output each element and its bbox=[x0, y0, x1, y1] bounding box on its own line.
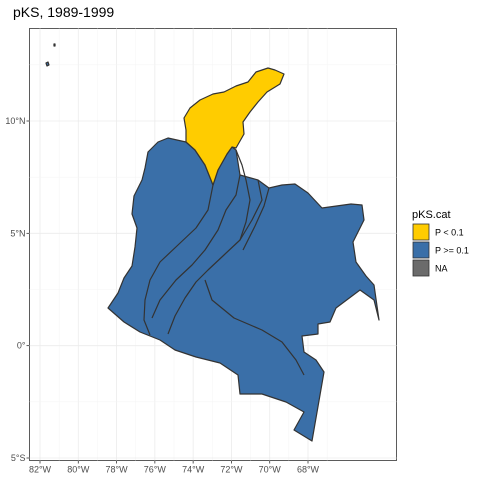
y-axis-labels: 5°S 0° 5°N 10°N bbox=[5, 116, 26, 463]
legend-label: P < 0.1 bbox=[435, 228, 464, 238]
x-tick-label: 72°W bbox=[220, 465, 243, 475]
axis-ticks bbox=[26, 120, 309, 464]
x-tick-label: 80°W bbox=[67, 465, 90, 475]
legend-label: P >= 0.1 bbox=[435, 246, 469, 256]
x-axis-labels: 82°W 80°W 78°W 76°W 74°W 72°W 70°W 68°W bbox=[29, 465, 320, 475]
legend-key bbox=[412, 259, 430, 277]
region-border-andes-central bbox=[151, 174, 241, 319]
x-tick-label: 78°W bbox=[106, 465, 129, 475]
region-border-amazonia bbox=[204, 279, 305, 376]
x-tick-label: 70°W bbox=[259, 465, 282, 475]
chart-title: pKS, 1989-1999 bbox=[13, 4, 114, 20]
legend-title: pKS.cat bbox=[412, 209, 451, 221]
region-main bbox=[107, 137, 380, 442]
region-island-providencia bbox=[53, 43, 56, 47]
region-border-andes-west bbox=[143, 184, 214, 336]
region-caribbean bbox=[183, 67, 285, 186]
y-tick-label: 5°N bbox=[10, 228, 25, 238]
map-regions bbox=[45, 43, 380, 442]
y-tick-label: 5°S bbox=[11, 453, 26, 463]
x-tick-label: 82°W bbox=[29, 465, 52, 475]
x-tick-label: 76°W bbox=[144, 465, 167, 475]
y-tick-label: 10°N bbox=[5, 116, 25, 126]
legend: pKS.cat P < 0.1 P >= 0.1 NA bbox=[412, 209, 469, 277]
region-island-san-andres bbox=[45, 61, 50, 67]
x-tick-label: 74°W bbox=[182, 465, 205, 475]
region-border-llanos bbox=[242, 187, 270, 251]
region-border-orinoquia bbox=[235, 149, 251, 241]
legend-key bbox=[412, 241, 430, 259]
legend-label: NA bbox=[435, 264, 448, 274]
region-border-andes-east bbox=[167, 179, 263, 335]
x-tick-label: 68°W bbox=[297, 465, 320, 475]
y-tick-label: 0° bbox=[17, 341, 26, 351]
legend-key bbox=[412, 223, 430, 241]
